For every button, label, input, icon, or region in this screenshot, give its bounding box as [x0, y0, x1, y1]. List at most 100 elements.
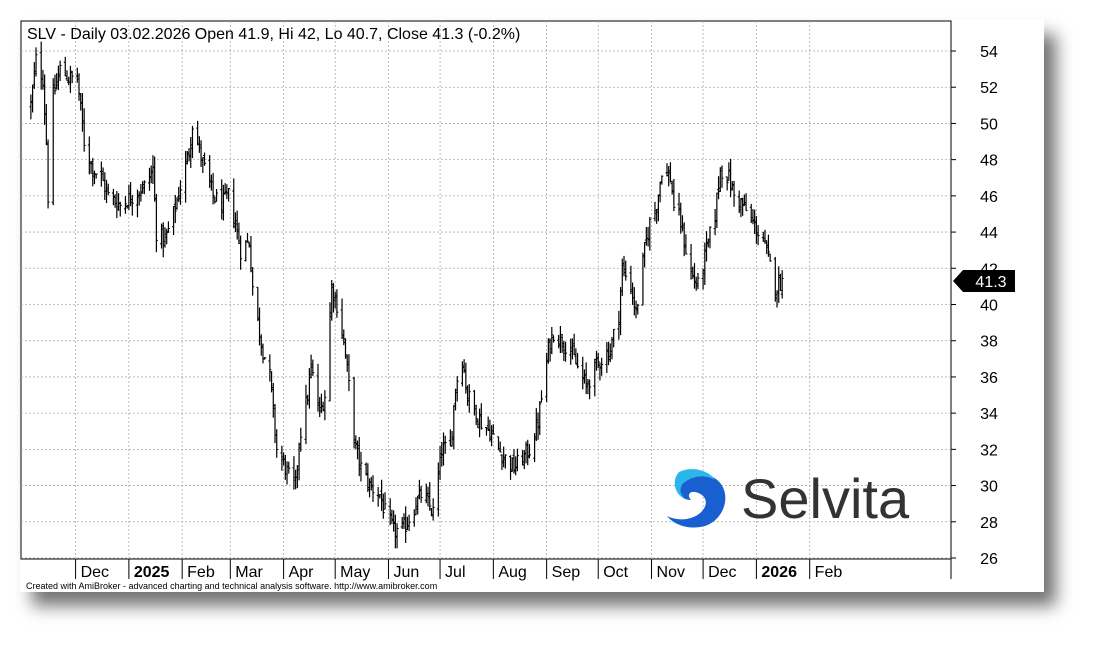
last-price-tag: 41.3: [953, 269, 1015, 292]
ohlc-bar: [354, 435, 358, 450]
ohlc-bar: [244, 240, 248, 262]
ohlc-bar: [474, 404, 478, 426]
ohlc-bar: [263, 356, 267, 360]
ohlc-bar: [31, 84, 35, 113]
ohlc-bar: [309, 354, 313, 379]
ohlc-bar: [754, 216, 758, 244]
ohlc-bar: [586, 378, 590, 395]
ohlc-bar: [196, 120, 200, 146]
ohlc-bar: [460, 361, 464, 387]
ohlc-bar: [221, 184, 225, 221]
ohlc-bar: [261, 343, 265, 364]
ohlc-bar: [258, 307, 262, 346]
ohlc-bar: [730, 181, 734, 191]
x-tick-label: 2025: [134, 564, 170, 581]
ohlc-bar: [701, 268, 705, 290]
ohlc-bar: [428, 482, 432, 511]
ohlc-bar: [564, 341, 568, 362]
ohlc-bar: [660, 175, 664, 185]
ohlc-bar: [558, 325, 562, 354]
ohlc-bar: [641, 252, 645, 306]
ohlc-bar: [419, 486, 423, 503]
plot-border: [20, 20, 952, 560]
ohlc-bar: [527, 444, 531, 459]
ohlc-bar: [631, 282, 635, 305]
ohlc-bar: [211, 172, 215, 205]
ohlc-bar: [503, 454, 507, 469]
ohlc-bar: [550, 327, 554, 355]
y-tick-label: 34: [980, 406, 998, 423]
ohlc-bar: [680, 215, 684, 232]
ohlc-bar: [364, 462, 368, 476]
ohlc-bar: [452, 404, 456, 450]
ohlc-bar: [778, 273, 782, 292]
ohlc-bar: [725, 176, 729, 191]
ohlc-bar: [570, 338, 574, 360]
ohlc-bar: [44, 103, 48, 146]
ohlc-bar: [538, 401, 542, 435]
ohlc-bar: [665, 163, 669, 177]
ohlc-bar: [749, 203, 753, 224]
ohlc-bar: [189, 137, 193, 168]
y-tick-label: 48: [980, 153, 998, 170]
ohlc-bar: [335, 289, 339, 318]
ohlc-bar: [203, 152, 207, 166]
ohlc-bar: [68, 65, 72, 93]
ohlc-bar: [233, 212, 237, 232]
ohlc-bar: [703, 242, 707, 285]
ohlc-bar: [184, 150, 188, 203]
ohlc-bar: [596, 352, 600, 369]
ohlc-bar: [63, 56, 67, 77]
ohlc-bar: [395, 523, 399, 549]
ohlc-bar: [773, 256, 777, 302]
ohlc-bar: [295, 465, 299, 489]
ohlc-bar: [643, 241, 647, 268]
ohlc-bar: [381, 493, 385, 519]
ohlc-bar: [251, 267, 255, 296]
ohlc-bar: [574, 348, 578, 365]
ohlc-bar: [562, 340, 566, 361]
x-tick-label: Nov: [657, 564, 685, 581]
ohlc-bar: [454, 388, 458, 411]
ohlc-bar: [462, 359, 466, 374]
ohlc-bar: [285, 461, 289, 485]
ohlc-bar: [161, 222, 165, 258]
ohlc-bar: [509, 455, 513, 480]
ohlc-bar: [58, 60, 62, 82]
y-tick-label: 52: [980, 80, 998, 97]
ohlc-bar: [87, 136, 91, 175]
ohlc-bar: [129, 182, 133, 207]
ohlc-bar: [328, 302, 332, 402]
ohlc-bar: [366, 463, 370, 492]
ohlc-bar: [672, 179, 676, 212]
ohlc-bar: [330, 280, 334, 321]
ohlc-bar: [135, 189, 139, 218]
ohlc-bar: [682, 222, 686, 257]
ohlc-bar: [343, 338, 347, 359]
ohlc-bar: [539, 390, 543, 403]
ohlc-bar: [429, 508, 433, 517]
x-axis: Dec 2025 Feb Mar Apr May Jun Jul Aug Sep Oct Nov Dec…: [75, 559, 952, 581]
ohlc-bar: [708, 226, 712, 249]
ohlc-bar: [139, 184, 143, 202]
x-tick-label: Mar: [235, 564, 263, 581]
ohlc-bar: [39, 41, 43, 90]
ohlc-bar: [416, 495, 420, 515]
ohlc-bar: [356, 440, 360, 460]
ohlc-bar: [765, 240, 769, 255]
ohlc-bar: [617, 310, 621, 340]
ohlc-bar: [484, 426, 488, 436]
selvita-logo: Selvita: [667, 467, 910, 530]
ohlc-bar: [149, 165, 153, 184]
ohlc-bar: [684, 234, 688, 255]
ohlc-bar: [521, 450, 525, 466]
ohlc-bar: [761, 231, 765, 242]
ohlc-bar: [624, 260, 628, 281]
grid-lines: [21, 21, 951, 559]
ohlc-bar: [588, 379, 592, 400]
ohlc-bar: [741, 197, 745, 216]
ohlc-bar: [220, 179, 224, 220]
ohlc-bar: [215, 188, 219, 203]
ohlc-bar: [612, 328, 616, 348]
